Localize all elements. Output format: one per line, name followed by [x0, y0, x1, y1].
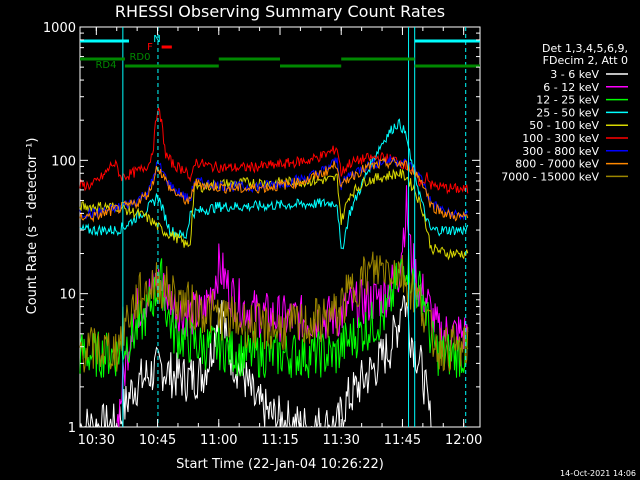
state-label-rd4: RD4: [95, 60, 116, 71]
y-tick-label-0: 1: [68, 421, 76, 436]
y-tick-label-1: 10: [59, 288, 76, 303]
x-tick-label-1: 10:45: [139, 433, 176, 448]
series-line-7: [79, 156, 469, 223]
state-label-n: N: [153, 34, 160, 45]
series-line-3: [79, 118, 469, 250]
legend-label-0: 3 - 6 keV: [550, 68, 599, 81]
series-line-6: [79, 155, 469, 221]
y-tick-label-3: 1000: [43, 21, 76, 36]
legend-label-3: 25 - 50 keV: [536, 106, 599, 119]
legend: Det 1,3,4,5,6,9,FDecim 2, Att 03 - 6 keV…: [501, 42, 628, 183]
series-line-5: [79, 106, 469, 195]
y-axis-label: Count Rate (s⁻¹ detector⁻¹): [25, 138, 40, 315]
legend-header-0: Det 1,3,4,5,6,9,: [542, 42, 628, 55]
legend-label-6: 300 - 800 keV: [522, 145, 599, 158]
x-tick-label-3: 11:15: [261, 433, 298, 448]
x-tick-label-0: 10:30: [78, 433, 115, 448]
x-axis-label: Start Time (22-Jan-04 10:26:22): [176, 457, 384, 472]
legend-label-2: 12 - 25 keV: [536, 94, 599, 107]
series-line-0: [79, 294, 432, 429]
legend-label-4: 50 - 100 keV: [529, 119, 599, 132]
footer-timestamp: 14-Oct-2021 14:06: [560, 469, 636, 478]
x-tick-label-5: 11:45: [384, 433, 421, 448]
legend-label-7: 800 - 7000 keV: [515, 158, 599, 171]
legend-label-5: 100 - 300 keV: [522, 132, 599, 145]
legend-header-1: FDecim 2, Att 0: [543, 54, 628, 67]
series-layer: [79, 27, 469, 429]
state-label-f: F: [147, 42, 153, 53]
x-tick-label-4: 11:30: [322, 433, 359, 448]
x-tick-label-6: 12:00: [445, 433, 482, 448]
legend-label-1: 6 - 12 keV: [543, 81, 599, 94]
chart-title: RHESSI Observing Summary Count Rates: [115, 2, 445, 21]
legend-label-8: 7000 - 15000 keV: [501, 170, 599, 183]
state-label-rd0: RD0: [129, 52, 150, 63]
y-tick-label-2: 100: [51, 154, 76, 169]
axes: 10:30 10:45 11:00 11:15 11:30 11:45 12:00 1 10 10…: [43, 21, 483, 448]
series-line-8: [79, 251, 469, 373]
x-tick-label-2: 11:00: [200, 433, 237, 448]
